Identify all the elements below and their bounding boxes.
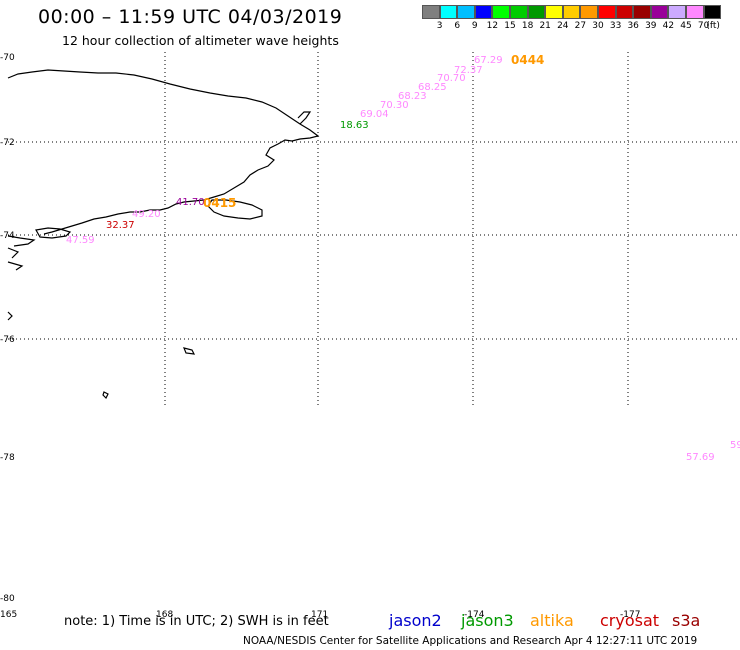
legend-swatch	[597, 5, 616, 19]
legend-tick-label: 70	[697, 21, 710, 31]
lat-label: -76	[0, 335, 15, 345]
legend-swatch	[633, 5, 651, 19]
longitude-labels: 165 168 171 -174 -177	[0, 610, 640, 620]
wave-height-value: 18.63	[340, 120, 369, 131]
map-subtitle: 12 hour collection of altimeter wave hei…	[62, 33, 339, 48]
pass-time-label: 0415	[203, 196, 236, 210]
legend-unit: (ft)	[706, 21, 720, 31]
legend-tick-label: 18	[521, 21, 534, 31]
pass-times: 0444 0415	[203, 53, 544, 210]
legend-tick-label: 24	[557, 21, 569, 31]
legend-swatch	[492, 5, 510, 19]
legend-swatch	[457, 5, 475, 19]
legend-swatch	[668, 5, 686, 19]
legend-tick-label: 42	[662, 21, 675, 31]
units-note: note: 1) Time is in UTC; 2) SWH is in fe…	[64, 614, 329, 629]
legend-swatch	[474, 5, 493, 19]
legend-swatch	[422, 5, 440, 19]
legend-swatches	[422, 5, 722, 19]
wave-height-value: 69.04	[360, 109, 389, 120]
wave-height-value: 49.20	[132, 209, 161, 220]
coastline	[7, 69, 320, 400]
wave-height-value: 67.29	[474, 55, 503, 66]
legend-swatch	[580, 5, 598, 19]
wave-height-values: 67.29 72.37 70.70 68.25 68.23 70.30 69.0…	[66, 55, 740, 463]
legend-tick-label: 36	[627, 21, 639, 31]
wave-height-value: 70.70	[437, 73, 466, 84]
satellite-jason3: jason3	[461, 611, 514, 630]
legend-swatch	[703, 5, 722, 19]
legend-tick-label: 6	[454, 21, 461, 31]
legend-tick-label: 15	[504, 21, 516, 31]
wave-height-value: 70.30	[380, 100, 409, 111]
wave-height-value: 68.23	[398, 91, 427, 102]
wave-height-value: 72.37	[454, 65, 483, 76]
color-legend: 3 6 9 12 15 18 21 24 27 30 33 36 39 42 45 70 (ft)	[422, 5, 722, 33]
legend-swatch	[685, 5, 704, 19]
wave-height-value: 59	[730, 440, 740, 451]
legend-tick-label: 33	[609, 21, 622, 31]
pass-time-label: 0444	[511, 53, 544, 67]
wave-height-value: 57.69	[686, 452, 715, 463]
legend-swatch	[527, 5, 546, 19]
legend-tick-label: 3	[436, 21, 443, 31]
lat-label: -80	[0, 594, 15, 604]
legend-swatch	[650, 5, 669, 19]
legend-swatch	[545, 5, 563, 19]
satellite-cryosat: cryosat	[600, 611, 660, 630]
wave-height-value: 47.59	[66, 235, 95, 246]
credit-footer: NOAA/NESDIS Center for Satellite Applica…	[243, 635, 698, 647]
lat-label: -78	[0, 453, 15, 463]
wave-height-value: 32.37	[106, 220, 135, 231]
legend-tick-label: 45	[680, 21, 692, 31]
legend-swatch	[615, 5, 634, 19]
lat-label: -72	[0, 138, 15, 148]
lon-label: -174	[464, 610, 485, 620]
legend-swatch	[562, 5, 581, 19]
wave-height-value: 68.25	[418, 82, 447, 93]
lat-label: -70	[0, 53, 15, 63]
latitude-labels: -70 -72 -74 -76 -78 -80	[0, 53, 15, 604]
lon-label: 171	[311, 610, 328, 620]
satellite-s3a: s3a	[672, 611, 701, 630]
satellite-altika: altika	[530, 611, 574, 630]
lat-label: -74	[0, 231, 15, 241]
legend-swatch	[439, 5, 458, 19]
lon-label: -177	[620, 610, 640, 620]
wave-height-value: 41.70	[176, 197, 205, 208]
legend-tick-label: 9	[471, 21, 478, 31]
lon-label: 168	[156, 610, 173, 620]
legend-tick-label: 39	[645, 21, 657, 31]
legend-tick-label: 12	[486, 21, 499, 31]
legend-tick-labels: 3 6 9 12 15 18 21 24 27 30 33 36 39 42 45 70 (ft)	[422, 19, 721, 33]
legend-tick-label: 27	[574, 21, 587, 31]
legend-tick-label: 21	[539, 21, 551, 31]
graticule	[8, 52, 740, 405]
legend-tick-label: 30	[592, 21, 604, 31]
lon-label: 165	[0, 610, 17, 620]
map-title: 00:00 – 11:59 UTC 04/03/2019	[38, 6, 343, 28]
satellite-jason2: jason2	[389, 611, 442, 630]
legend-swatch	[509, 5, 528, 19]
